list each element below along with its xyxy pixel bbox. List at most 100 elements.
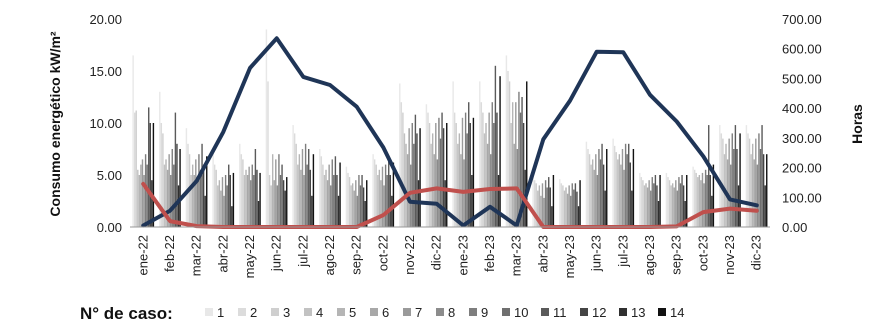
- bar: [720, 133, 723, 227]
- bar: [427, 112, 429, 227]
- bar: [570, 195, 572, 227]
- bar: [748, 138, 751, 227]
- x-tick-label: ago-22: [322, 235, 337, 275]
- bar: [215, 169, 217, 227]
- series-line: [141, 181, 759, 229]
- bar: [712, 164, 715, 227]
- bar: [574, 183, 577, 227]
- bar: [138, 175, 141, 227]
- x-tick-label: nov-23: [722, 235, 737, 275]
- legend-label: 11: [553, 305, 567, 320]
- legend-label: 7: [415, 305, 422, 320]
- x-tick-label: sep-22: [349, 235, 364, 275]
- bar: [273, 180, 275, 227]
- bar: [416, 133, 418, 227]
- bar: [380, 180, 382, 227]
- bar: [268, 175, 271, 227]
- bar: [353, 190, 355, 227]
- bar: [253, 175, 255, 227]
- bar: [701, 172, 704, 227]
- bar: [762, 154, 765, 227]
- bar: [251, 164, 253, 227]
- bar: [176, 143, 178, 227]
- bar: [703, 183, 705, 227]
- legend-label: 2: [250, 305, 257, 320]
- bar: [168, 154, 170, 227]
- y-axis-title: Consumo energético kW/m²: [47, 31, 63, 216]
- bar: [479, 81, 481, 228]
- bar: [568, 185, 570, 227]
- bar: [731, 133, 733, 227]
- bar: [267, 81, 269, 228]
- bar: [431, 133, 434, 227]
- bar: [602, 164, 605, 227]
- bar: [671, 183, 674, 227]
- bar: [728, 138, 730, 227]
- bar: [133, 112, 136, 227]
- bar: [170, 175, 172, 227]
- bar: [378, 169, 381, 227]
- y2-tick-label: 500.00: [782, 71, 822, 86]
- bar: [325, 169, 327, 227]
- bar: [319, 149, 321, 227]
- legend-swatch: [436, 308, 444, 316]
- bar: [323, 175, 326, 227]
- bar: [617, 159, 619, 227]
- bar: [747, 133, 749, 227]
- bar: [442, 128, 445, 227]
- bar: [348, 177, 351, 227]
- bar: [362, 187, 365, 227]
- bar: [471, 175, 473, 227]
- bar: [593, 169, 595, 227]
- bar: [165, 159, 167, 227]
- bar: [171, 149, 173, 227]
- bar: [645, 183, 647, 227]
- legend-swatch: [403, 308, 411, 316]
- bar: [618, 154, 621, 227]
- legend-title: N° de caso:: [80, 304, 173, 323]
- bar: [540, 195, 542, 227]
- bar: [174, 112, 177, 227]
- bar: [515, 102, 517, 227]
- bar: [303, 175, 305, 227]
- x-tick-label: abr-23: [535, 235, 550, 273]
- bar: [330, 185, 332, 227]
- bar: [373, 159, 376, 227]
- legend-swatch: [580, 308, 588, 316]
- x-tick-label: may-23: [562, 235, 577, 278]
- bar: [391, 195, 393, 227]
- bar: [259, 172, 261, 227]
- bar: [375, 164, 377, 227]
- bar: [736, 149, 738, 227]
- bar: [331, 159, 333, 227]
- bar: [177, 185, 180, 227]
- bar: [631, 190, 633, 227]
- bar: [676, 190, 679, 227]
- bar: [198, 154, 200, 227]
- bar: [464, 112, 467, 227]
- bar: [229, 175, 231, 227]
- bar: [202, 164, 205, 227]
- bar: [650, 190, 652, 227]
- bar: [665, 172, 668, 227]
- bar: [654, 175, 657, 227]
- bar: [297, 164, 299, 227]
- bar: [292, 125, 294, 227]
- bar: [242, 159, 244, 227]
- x-tick-label: nov-22: [402, 235, 417, 275]
- bar: [480, 102, 483, 227]
- bar: [684, 201, 686, 227]
- bar: [719, 125, 721, 227]
- bar: [439, 138, 442, 227]
- x-tick-label: dic-22: [429, 235, 444, 270]
- x-tick-label: feb-22: [162, 235, 177, 272]
- legend-label: 8: [448, 305, 455, 320]
- bar: [675, 180, 677, 227]
- bar: [628, 143, 630, 227]
- bar: [722, 138, 724, 227]
- bar: [185, 128, 188, 227]
- bar: [137, 169, 139, 227]
- bar: [533, 180, 536, 227]
- bar: [653, 183, 655, 227]
- bar: [548, 177, 550, 227]
